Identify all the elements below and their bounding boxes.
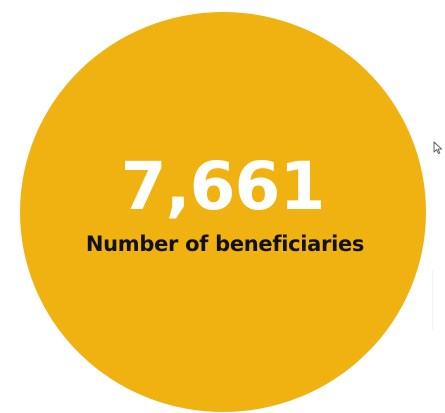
beneficiaries-label: Number of beneficiaries [85, 232, 365, 256]
stat-circle [20, 12, 426, 412]
beneficiaries-count: 7,661 [120, 148, 326, 225]
mouse-pointer-icon [433, 141, 443, 155]
edge-divider [432, 270, 433, 330]
